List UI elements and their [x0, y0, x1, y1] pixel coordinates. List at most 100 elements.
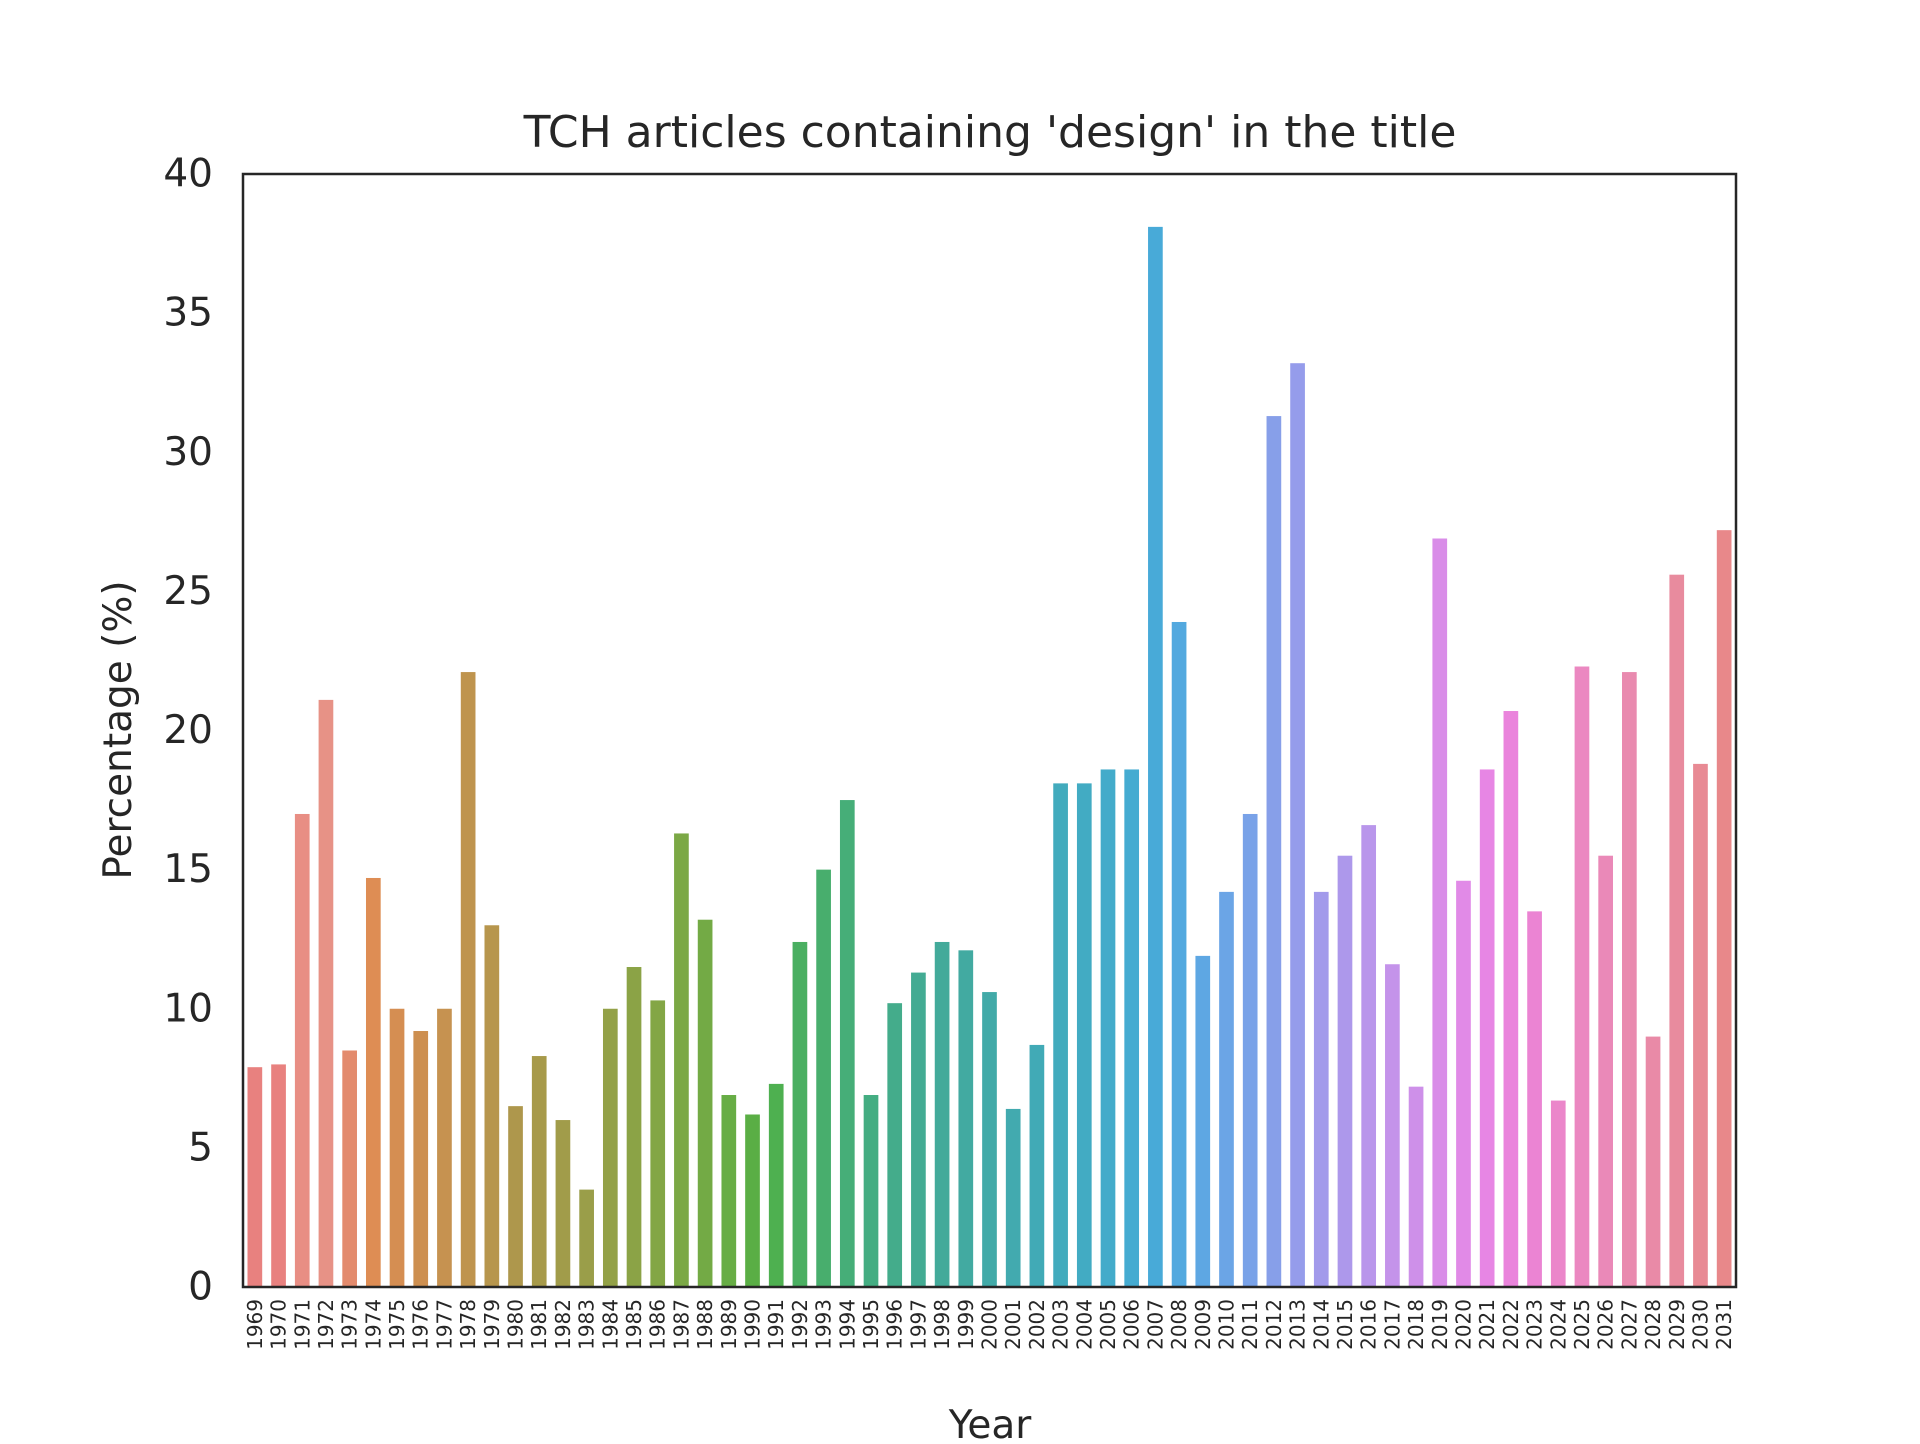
x-tick-label-2022: 2022	[1499, 1299, 1523, 1350]
bar-2002	[1029, 1044, 1045, 1287]
x-tick-label-2006: 2006	[1120, 1299, 1144, 1350]
bar-1990	[745, 1114, 760, 1287]
x-tick-label-2023: 2023	[1523, 1299, 1547, 1350]
y-tick-label-10: 10	[163, 986, 213, 1031]
bar-2000	[982, 992, 997, 1287]
bar-1976	[413, 1031, 429, 1287]
bar-1999	[958, 950, 974, 1287]
bar-2013	[1290, 363, 1305, 1288]
y-tick-label-40: 40	[163, 152, 213, 197]
bar-1982	[555, 1120, 571, 1287]
bar-2006	[1124, 769, 1140, 1287]
bar-2021	[1479, 769, 1495, 1287]
bar-2005	[1100, 769, 1116, 1287]
x-tick-label-1978: 1978	[456, 1299, 480, 1350]
bar-2014	[1313, 891, 1329, 1287]
bar-2015	[1337, 855, 1353, 1287]
x-tick-label-2010: 2010	[1214, 1299, 1238, 1350]
bar-2024	[1550, 1100, 1566, 1287]
x-tick-label-2005: 2005	[1096, 1299, 1120, 1350]
bar-2020	[1456, 880, 1471, 1287]
bar-2018	[1408, 1086, 1424, 1287]
bar-1987	[674, 833, 689, 1287]
x-tick-label-1974: 1974	[361, 1299, 385, 1350]
y-tick-label-0: 0	[188, 1265, 213, 1310]
bar-1975	[389, 1008, 405, 1287]
y-tick-label-35: 35	[163, 291, 213, 336]
bar-1993	[816, 869, 831, 1288]
bar-2009	[1195, 955, 1211, 1287]
x-tick-label-1988: 1988	[693, 1299, 717, 1350]
bar-1994	[839, 800, 855, 1287]
bar-2030	[1693, 763, 1708, 1287]
x-tick-label-2009: 2009	[1191, 1299, 1215, 1350]
bar-2007	[1148, 226, 1163, 1287]
x-tick-label-1998: 1998	[930, 1299, 954, 1350]
x-tick-label-1984: 1984	[598, 1299, 622, 1350]
x-tick-label-1995: 1995	[859, 1299, 883, 1350]
x-tick-label-2004: 2004	[1072, 1299, 1096, 1350]
bar-2022	[1503, 711, 1519, 1287]
x-tick-label-2002: 2002	[1025, 1299, 1049, 1350]
y-tick-label-30: 30	[163, 430, 213, 475]
bar-2010	[1219, 891, 1234, 1287]
bar-1992	[792, 941, 808, 1287]
y-tick-label-5: 5	[188, 1125, 213, 1170]
y-axis-ticks: 0 5 10 15 20 25 30 35 40	[163, 152, 213, 1310]
bar-2023	[1527, 911, 1542, 1287]
x-tick-label-1986: 1986	[646, 1299, 670, 1350]
bar-2017	[1385, 964, 1400, 1287]
bar-1989	[721, 1095, 737, 1287]
bar-2003	[1053, 783, 1068, 1287]
x-tick-label-2008: 2008	[1167, 1299, 1191, 1350]
x-tick-label-1991: 1991	[764, 1299, 788, 1350]
x-tick-label-2025: 2025	[1570, 1299, 1594, 1350]
bar-1996	[887, 1003, 903, 1287]
x-tick-label-1997: 1997	[906, 1299, 930, 1350]
x-tick-label-1976: 1976	[409, 1299, 433, 1350]
x-tick-label-1994: 1994	[835, 1299, 859, 1350]
bar-2004	[1076, 783, 1092, 1287]
bar-2019	[1432, 538, 1448, 1287]
x-tick-label-1973: 1973	[338, 1299, 362, 1350]
bar-1974	[365, 877, 381, 1287]
bar-1991	[768, 1083, 784, 1287]
x-tick-label-2021: 2021	[1475, 1299, 1499, 1350]
bar-1980	[508, 1106, 523, 1287]
x-tick-label-2031: 2031	[1712, 1299, 1736, 1350]
x-tick-label-1993: 1993	[812, 1299, 836, 1350]
x-tick-label-2013: 2013	[1286, 1299, 1310, 1350]
x-tick-label-1971: 1971	[290, 1299, 314, 1350]
x-tick-label-1972: 1972	[314, 1299, 338, 1350]
bar-1997	[911, 972, 926, 1287]
x-tick-label-2014: 2014	[1309, 1299, 1333, 1350]
bar-2012	[1266, 416, 1282, 1288]
x-tick-label-1992: 1992	[788, 1299, 812, 1350]
x-tick-label-1990: 1990	[741, 1299, 765, 1350]
bar-2029	[1669, 574, 1685, 1287]
x-tick-label-1996: 1996	[883, 1299, 907, 1350]
bar-2008	[1171, 621, 1187, 1287]
x-tick-label-2018: 2018	[1404, 1299, 1428, 1350]
bar-1973	[342, 1050, 357, 1287]
bar-2016	[1361, 825, 1377, 1287]
bar-1978	[460, 672, 476, 1287]
bar-1972	[318, 699, 334, 1287]
x-tick-label-1977: 1977	[432, 1299, 456, 1350]
x-tick-label-2024: 2024	[1546, 1299, 1570, 1350]
bar-1971	[294, 813, 310, 1287]
x-tick-label-2019: 2019	[1428, 1299, 1452, 1350]
x-tick-label-2003: 2003	[1049, 1299, 1073, 1350]
x-tick-label-2026: 2026	[1594, 1299, 1618, 1350]
y-tick-label-20: 20	[163, 708, 213, 753]
x-tick-label-1969: 1969	[243, 1299, 267, 1350]
bar-1985	[626, 967, 642, 1287]
y-axis-label: Percentage (%)	[96, 580, 141, 879]
bar-1977	[437, 1008, 452, 1287]
bar-2011	[1242, 813, 1258, 1287]
x-tick-label-2017: 2017	[1380, 1299, 1404, 1350]
x-axis-label: Year	[948, 1403, 1033, 1440]
bar-2031	[1716, 530, 1732, 1287]
